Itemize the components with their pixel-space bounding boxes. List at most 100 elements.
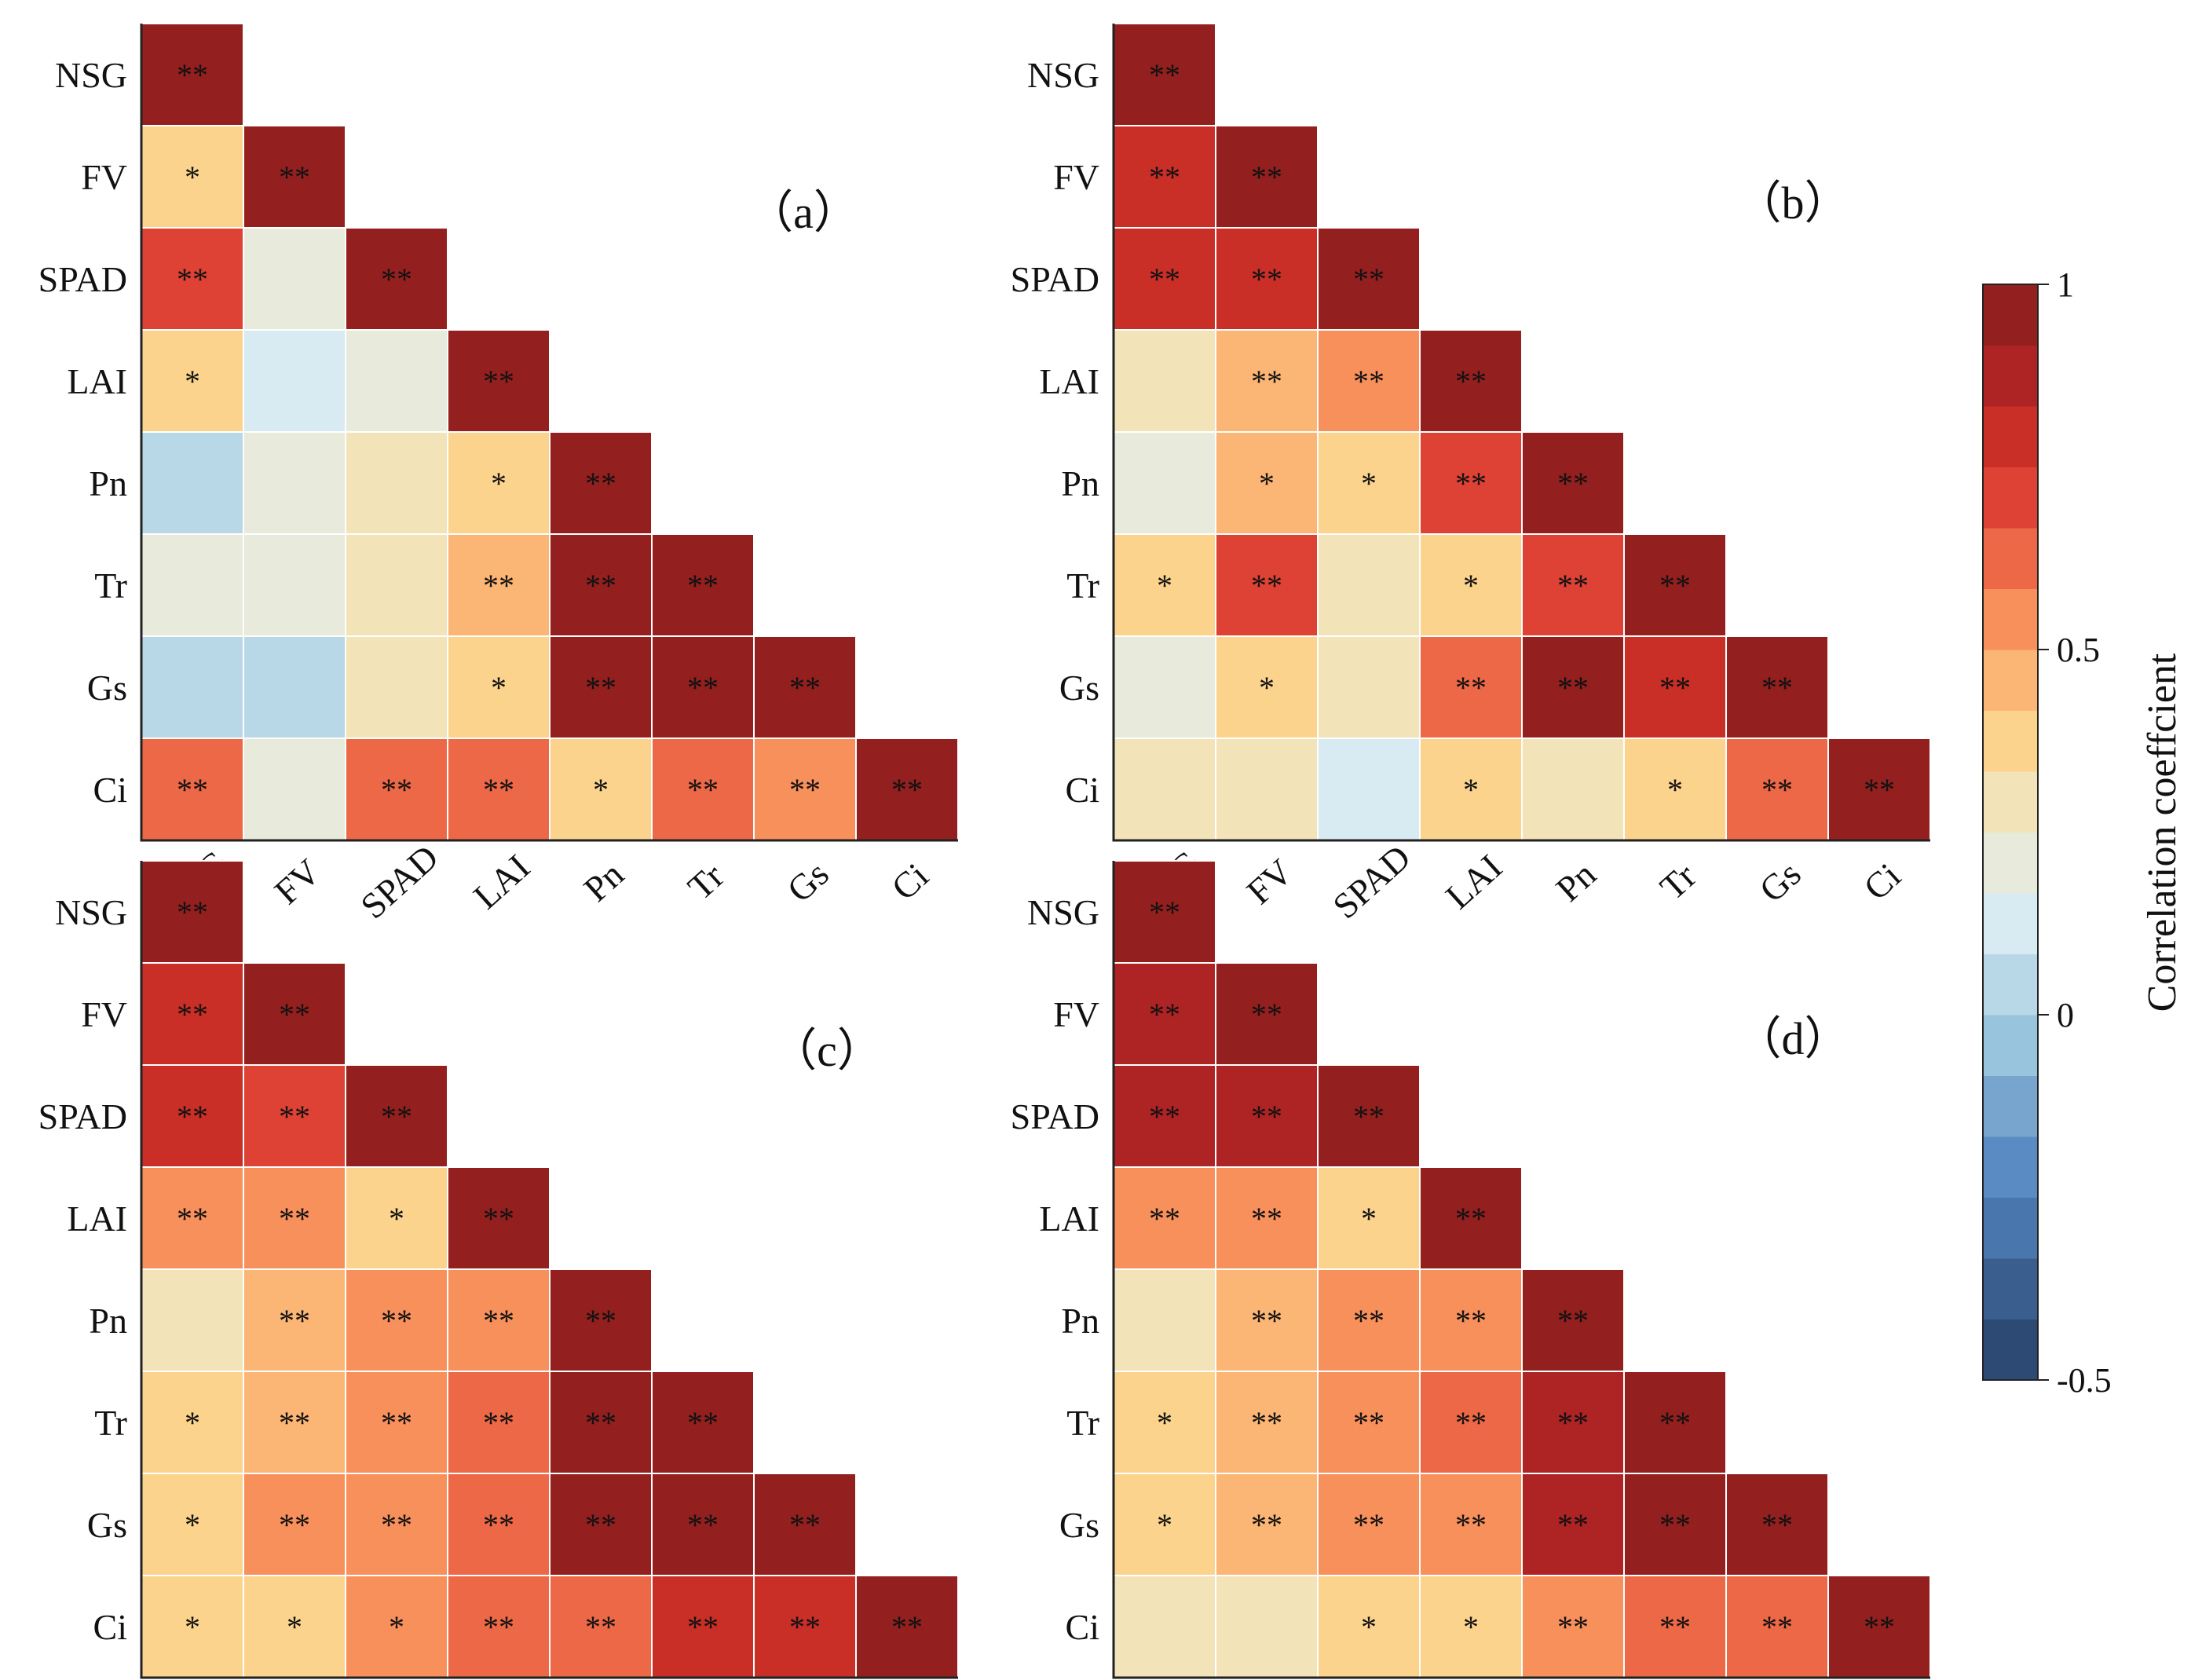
heatmap-cell xyxy=(1521,1473,1625,1576)
significance-mark: ** xyxy=(1659,568,1691,603)
significance-mark: ** xyxy=(1557,1507,1589,1543)
heatmap-cell xyxy=(1623,1473,1727,1576)
colorbar-segment xyxy=(1983,1075,2038,1137)
significance-mark: ** xyxy=(381,772,412,807)
heatmap-cell xyxy=(141,635,244,739)
significance-mark: ** xyxy=(381,1507,412,1543)
heatmap-cell xyxy=(1317,738,1421,841)
y-axis-label: SPAD xyxy=(38,1096,127,1136)
heatmap-cell xyxy=(1113,1473,1216,1576)
significance-mark: * xyxy=(491,466,507,501)
x-axis-label: Pn xyxy=(576,854,631,909)
heatmap-cell xyxy=(1215,1371,1319,1474)
significance-mark: * xyxy=(185,1507,200,1543)
heatmap-cell xyxy=(1521,1575,1625,1678)
y-axis-label: Tr xyxy=(94,1403,127,1443)
significance-mark: ** xyxy=(585,1609,616,1645)
significance-mark: ** xyxy=(1149,57,1180,93)
heatmap-cell xyxy=(1113,125,1216,229)
significance-mark: ** xyxy=(1761,1609,1793,1645)
significance-mark: ** xyxy=(177,1201,208,1236)
y-axis-label: SPAD xyxy=(38,259,127,299)
significance-mark: ** xyxy=(1149,997,1180,1032)
significance-mark: * xyxy=(1157,1405,1172,1440)
colorbar-segment xyxy=(1983,345,2038,407)
significance-mark: ** xyxy=(789,1609,821,1645)
panel-axes xyxy=(140,861,958,1679)
heatmap-cell xyxy=(1419,1268,1523,1372)
significance-mark: ** xyxy=(789,1507,821,1543)
y-axis-label: Pn xyxy=(89,1301,127,1341)
heatmap-cell xyxy=(345,1268,448,1372)
heatmap-cell xyxy=(243,635,346,739)
colorbar-border xyxy=(1982,284,2039,1381)
significance-mark: ** xyxy=(279,1405,310,1440)
significance-mark: * xyxy=(185,1609,200,1645)
heatmap-panel: ****************************************… xyxy=(38,23,959,926)
heatmap-cell xyxy=(1215,125,1319,229)
significance-mark: ** xyxy=(1455,364,1487,399)
x-axis-label: FV xyxy=(1239,851,1300,912)
x-axis-label: SPAD xyxy=(1325,837,1417,927)
heatmap-cell xyxy=(1113,962,1216,1066)
significance-mark: ** xyxy=(1251,1303,1282,1338)
significance-mark: ** xyxy=(381,1099,412,1134)
heatmap-cell xyxy=(855,1575,959,1678)
heatmap-cell xyxy=(549,635,653,739)
significance-mark: ** xyxy=(279,997,310,1032)
significance-mark: ** xyxy=(687,1609,719,1645)
heatmap-cell xyxy=(1317,533,1421,637)
significance-mark: ** xyxy=(687,670,719,705)
heatmap-cell xyxy=(141,533,244,637)
colorbar-segments xyxy=(1983,284,2038,1381)
colorbar-segment xyxy=(1983,710,2038,772)
significance-mark: ** xyxy=(891,1609,923,1645)
significance-mark: * xyxy=(1667,772,1683,807)
heatmap-cell xyxy=(1215,1575,1319,1678)
significance-mark: ** xyxy=(1455,1303,1487,1338)
significance-mark: * xyxy=(1259,670,1275,705)
heatmap-cell xyxy=(1419,431,1523,535)
y-axis-label: FV xyxy=(81,157,127,197)
significance-mark: ** xyxy=(789,772,821,807)
significance-mark: ** xyxy=(1455,1507,1487,1543)
significance-mark: ** xyxy=(1455,1405,1487,1440)
heatmap-cell xyxy=(1419,1575,1523,1678)
significance-mark: * xyxy=(1361,1609,1377,1645)
heatmap-cell xyxy=(243,738,346,841)
heatmap-cell xyxy=(1419,1473,1523,1576)
significance-mark: ** xyxy=(177,262,208,297)
heatmap-cell xyxy=(753,1575,857,1678)
y-axis-label: Gs xyxy=(1059,1505,1099,1545)
significance-mark: ** xyxy=(1761,1507,1793,1543)
colorbar-segment xyxy=(1983,832,2038,894)
significance-mark: ** xyxy=(483,568,514,603)
heatmap-cell xyxy=(1623,1371,1727,1474)
y-axis-label: Pn xyxy=(1061,463,1099,503)
significance-mark: ** xyxy=(177,895,208,930)
y-axis-label: Ci xyxy=(1066,1607,1099,1647)
y-axis-label: LAI xyxy=(1039,361,1099,401)
colorbar-ticks: 1 0.5 0 -0.5 xyxy=(2038,265,2112,1400)
significance-mark: ** xyxy=(1353,262,1384,297)
heatmap-cell xyxy=(1521,1371,1625,1474)
significance-mark: ** xyxy=(585,466,616,501)
significance-mark: ** xyxy=(1149,895,1180,930)
significance-mark: ** xyxy=(279,1201,310,1236)
significance-mark: ** xyxy=(1557,1609,1589,1645)
heatmap-cell xyxy=(753,738,857,841)
heatmap-cell xyxy=(1827,1575,1931,1678)
colorbar-segment xyxy=(1983,1258,2038,1319)
significance-mark: ** xyxy=(381,1303,412,1338)
heatmap-cell xyxy=(1113,1166,1216,1270)
significance-mark: ** xyxy=(1864,1609,1895,1645)
heatmap-cell xyxy=(753,635,857,739)
heatmap-cell xyxy=(141,227,244,331)
heatmap-cell xyxy=(243,1575,346,1678)
significance-mark: ** xyxy=(585,670,616,705)
heatmap-cell xyxy=(1113,23,1216,126)
significance-mark: * xyxy=(185,1405,200,1440)
heatmap-cell xyxy=(1215,1473,1319,1576)
heatmap-cell xyxy=(1419,329,1523,433)
heatmap-cell xyxy=(1419,533,1523,637)
